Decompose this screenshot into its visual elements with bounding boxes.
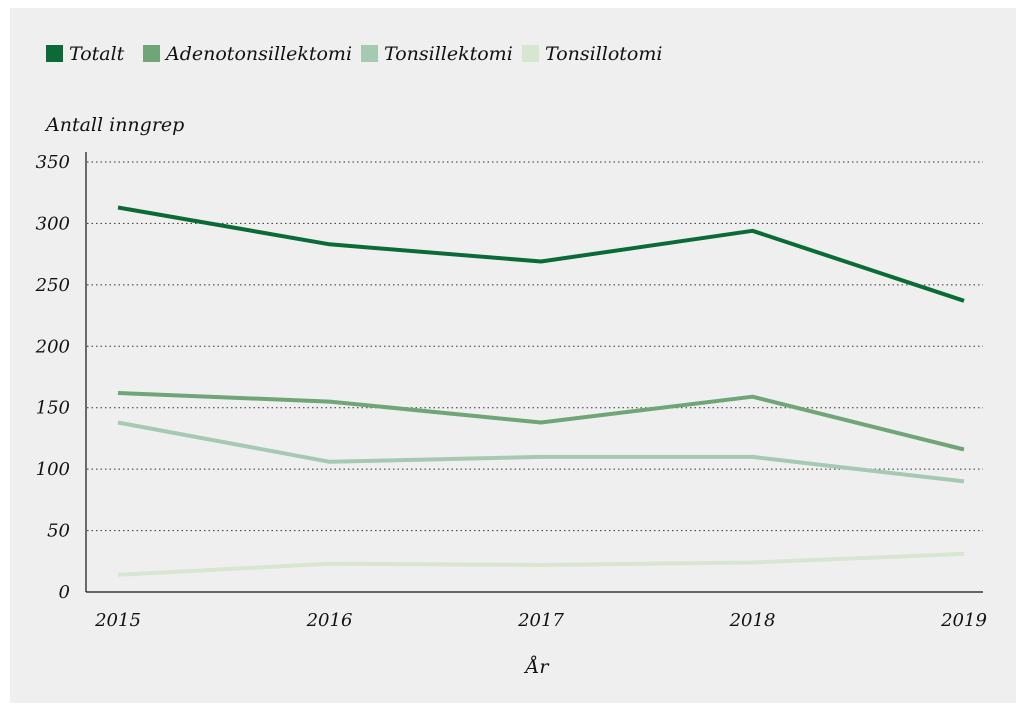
x-axis-title: År — [524, 656, 551, 678]
legend-swatch — [46, 45, 63, 62]
legend-label: Tonsillektomi — [384, 43, 513, 65]
x-tick-label: 2018 — [729, 610, 776, 631]
legend-label: Totalt — [69, 43, 125, 65]
series-lines — [117, 205, 965, 577]
legend-item-totalt: Totalt — [46, 43, 125, 65]
x-tick-label: 2017 — [517, 610, 564, 631]
y-tick-label: 0 — [59, 582, 70, 603]
legend-label: Tonsillotomi — [545, 43, 662, 65]
y-tick-label: 200 — [35, 336, 70, 357]
x-tick-label: 2019 — [940, 610, 987, 631]
y-tick-label: 300 — [36, 213, 70, 234]
x-tick-label: 2015 — [94, 610, 141, 631]
legend-swatch — [143, 45, 160, 62]
legend-swatch — [522, 45, 539, 62]
y-tick-label: 100 — [36, 459, 70, 480]
y-axis-ticks: 0 50 100 150 200 250 300 350 — [35, 152, 70, 603]
legend-label: Adenotonsillektomi — [164, 43, 352, 65]
series-line-tonsillektomi — [117, 420, 965, 484]
legend: Totalt Adenotonsillektomi Tonsillektomi Ton… — [46, 43, 662, 65]
legend-swatch — [361, 45, 378, 62]
grid — [87, 161, 983, 532]
series-line-totalt — [117, 205, 965, 303]
y-tick-label: 50 — [47, 521, 70, 542]
y-axis-title: Antall inngrep — [44, 114, 184, 136]
legend-item-tonsillotomi: Tonsillotomi — [522, 43, 662, 65]
chart-panel — [10, 8, 1016, 703]
x-tick-label: 2016 — [306, 610, 353, 631]
y-tick-label: 150 — [36, 398, 70, 419]
legend-item-tonsillektomi: Tonsillektomi — [361, 43, 513, 65]
x-axis-ticks: 2015 2016 2017 2018 2019 — [94, 610, 987, 631]
series-line-adenotonsillektomi — [117, 391, 965, 452]
series-line-tonsillotomi — [117, 551, 965, 577]
y-tick-label: 250 — [35, 275, 70, 296]
axes — [85, 152, 983, 593]
y-tick-label: 350 — [36, 152, 70, 173]
legend-item-adenotonsillektomi: Adenotonsillektomi — [143, 43, 352, 65]
